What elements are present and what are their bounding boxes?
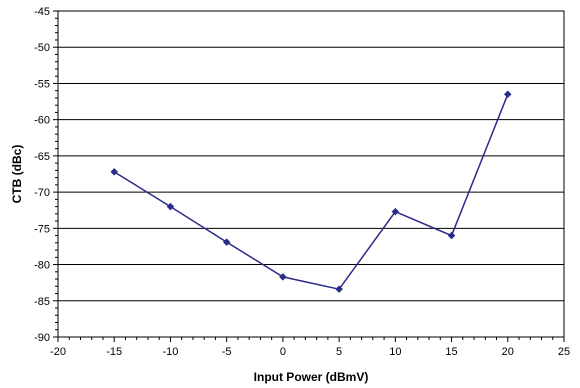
data-point-marker	[391, 207, 400, 216]
y-tick-label: -55	[34, 78, 50, 90]
x-tick-label: 25	[558, 346, 570, 358]
y-tick-label: -65	[34, 151, 50, 163]
data-points	[110, 90, 512, 294]
y-tick-label: -45	[34, 6, 50, 18]
x-tick-label: 15	[445, 346, 457, 358]
x-tick-label: 20	[502, 346, 514, 358]
x-tick-label: 5	[336, 346, 342, 358]
plot-border	[57, 10, 565, 338]
data-point-marker	[110, 167, 119, 176]
data-point-marker	[335, 285, 343, 294]
y-tick-label: -80	[34, 260, 50, 272]
data-point-marker	[279, 273, 287, 281]
y-tick-label: -85	[34, 296, 50, 308]
y-tick-labels: -45 -50 -55 -60 -65 -70 -75 -80 -85 -90	[34, 6, 50, 344]
y-axis-title: CTB (dBc)	[10, 145, 24, 204]
data-point-marker	[447, 231, 456, 240]
x-tick-label: -15	[106, 346, 122, 358]
y-tick-label: -60	[34, 115, 50, 127]
y-tick-label: -90	[34, 332, 50, 344]
y-tick-label: -50	[34, 42, 50, 54]
series-line	[113, 94, 509, 291]
x-tick-label: -20	[50, 346, 66, 358]
data-point-marker	[166, 202, 175, 211]
x-tick-labels: -20 -15 -10 -5 0 5 10 15 20 25	[50, 346, 570, 358]
plot-area	[58, 11, 564, 337]
x-tick-label: -5	[222, 346, 232, 358]
y-tick-label: -75	[34, 223, 50, 235]
x-tick-label: 0	[280, 346, 286, 358]
x-axis-title: Input Power (dBmV)	[254, 370, 369, 384]
data-point-marker	[503, 90, 512, 99]
x-tick-label: 10	[389, 346, 401, 358]
y-tick-label: -70	[34, 187, 50, 199]
data-point-marker	[222, 238, 231, 246]
x-tick-label: -10	[162, 346, 178, 358]
